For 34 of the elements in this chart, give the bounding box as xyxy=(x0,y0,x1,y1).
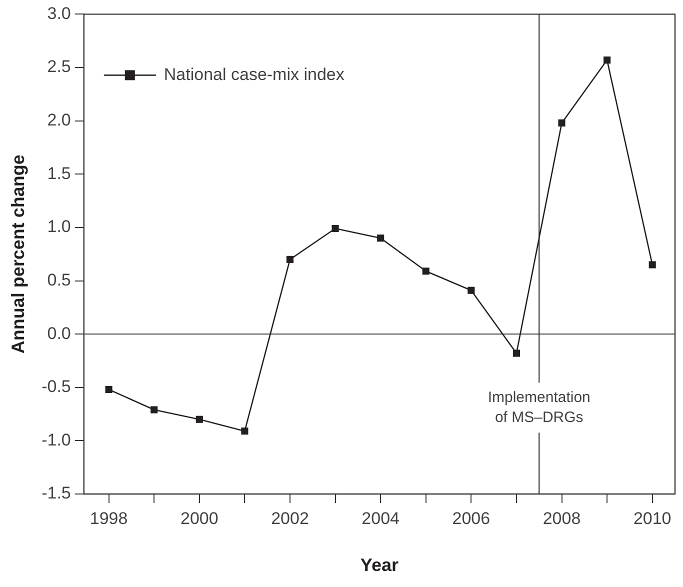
x-tick-label: 1998 xyxy=(90,508,128,528)
y-tick-label: 0.5 xyxy=(47,270,71,290)
x-tick-label: 2004 xyxy=(362,508,400,528)
point xyxy=(648,261,656,268)
point xyxy=(512,350,520,357)
point xyxy=(422,268,430,275)
ref-line-label: Implementation of MS–DRGs xyxy=(488,388,590,426)
y-tick-label: 1.5 xyxy=(47,164,71,183)
point xyxy=(377,234,384,242)
x-tick-label: 2000 xyxy=(180,508,218,528)
x-tick-label: 2010 xyxy=(633,508,672,528)
x-axis-title: Year xyxy=(360,555,398,576)
y-tick-label: 2.5 xyxy=(47,57,71,76)
y-tick-label: 2.0 xyxy=(47,110,71,130)
y-tick-label: 3.0 xyxy=(47,4,71,23)
point xyxy=(558,119,566,126)
point xyxy=(332,224,339,232)
y-axis-title: Annual percent change xyxy=(8,154,28,354)
point xyxy=(105,386,112,394)
x-tick-label: 2008 xyxy=(542,508,581,528)
point xyxy=(241,428,248,435)
y-tick-label: 0.0 xyxy=(47,324,71,343)
x-tick-label: 2002 xyxy=(271,508,309,528)
y-tick-label: 1.0 xyxy=(47,217,71,236)
x-tick-label: 2006 xyxy=(452,508,490,528)
point xyxy=(196,416,203,423)
y-tick-label: -0.5 xyxy=(42,377,71,396)
y-tick-label: -1.0 xyxy=(42,430,71,450)
point xyxy=(150,406,158,414)
point xyxy=(286,256,294,263)
y-tick-label: -1.5 xyxy=(42,484,71,503)
legend-label: National case-mix index xyxy=(164,64,345,84)
point xyxy=(468,286,475,294)
point xyxy=(604,56,611,64)
